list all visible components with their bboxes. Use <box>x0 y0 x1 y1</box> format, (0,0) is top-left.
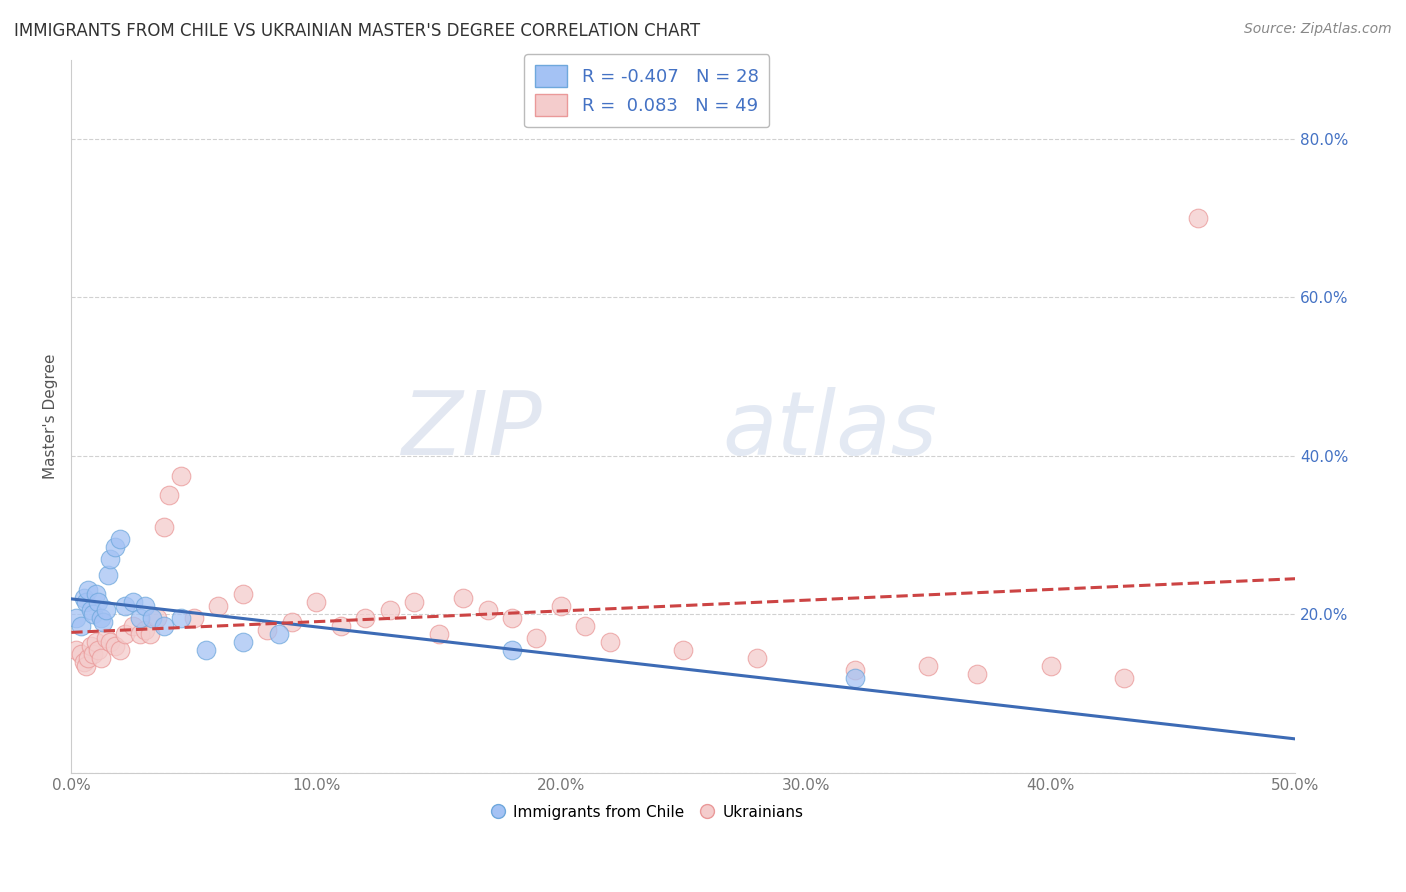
Point <box>378 603 401 617</box>
Point <box>128 611 150 625</box>
Text: IMMIGRANTS FROM CHILE VS UKRAINIAN MASTER'S DEGREE CORRELATION CHART: IMMIGRANTS FROM CHILE VS UKRAINIAN MASTE… <box>14 22 700 40</box>
Point <box>90 611 112 625</box>
Point <box>170 611 193 625</box>
Point <box>114 599 136 614</box>
Text: atlas: atlas <box>723 387 938 474</box>
Point <box>138 627 160 641</box>
Point <box>183 611 205 625</box>
Point <box>94 631 117 645</box>
Point <box>82 647 104 661</box>
Point <box>599 635 621 649</box>
Point <box>745 650 768 665</box>
Point <box>72 591 94 606</box>
Point <box>77 583 100 598</box>
Point <box>477 603 499 617</box>
Point <box>153 520 176 534</box>
Point <box>280 615 302 630</box>
Point <box>100 635 122 649</box>
Point <box>114 627 136 641</box>
Point <box>65 643 87 657</box>
Point <box>194 643 217 657</box>
Point <box>134 599 156 614</box>
Point <box>110 643 132 657</box>
Point <box>91 615 114 630</box>
Point <box>844 671 866 685</box>
Point <box>451 591 474 606</box>
Y-axis label: Master's Degree: Master's Degree <box>44 353 58 479</box>
Point <box>104 639 127 653</box>
Point <box>966 666 988 681</box>
Point <box>84 587 107 601</box>
Point <box>110 532 132 546</box>
Point <box>87 643 110 657</box>
Point <box>305 595 328 609</box>
Point <box>170 468 193 483</box>
Point <box>574 619 596 633</box>
Point <box>550 599 572 614</box>
Point <box>404 595 426 609</box>
Point <box>90 650 112 665</box>
Point <box>427 627 450 641</box>
Point <box>157 488 180 502</box>
Point <box>672 643 695 657</box>
Text: ZIP: ZIP <box>402 387 543 474</box>
Point <box>121 595 143 609</box>
Point <box>75 658 97 673</box>
Point <box>844 663 866 677</box>
Legend: Immigrants from Chile, Ukrainians: Immigrants from Chile, Ukrainians <box>484 798 810 826</box>
Point <box>526 631 548 645</box>
Point <box>121 619 143 633</box>
Point <box>72 655 94 669</box>
Point <box>329 619 352 633</box>
Point <box>75 595 97 609</box>
Point <box>128 627 150 641</box>
Point <box>104 540 127 554</box>
Point <box>146 611 169 625</box>
Point <box>1039 658 1062 673</box>
Point <box>80 603 103 617</box>
Point <box>232 635 254 649</box>
Point <box>917 658 939 673</box>
Point <box>501 643 523 657</box>
Point <box>207 599 229 614</box>
Point <box>501 611 523 625</box>
Point <box>354 611 377 625</box>
Point <box>256 623 278 637</box>
Point <box>100 551 122 566</box>
Text: Source: ZipAtlas.com: Source: ZipAtlas.com <box>1244 22 1392 37</box>
Point <box>1187 211 1209 225</box>
Point <box>82 607 104 622</box>
Point <box>1112 671 1135 685</box>
Point <box>80 639 103 653</box>
Point <box>97 567 120 582</box>
Point <box>94 603 117 617</box>
Point <box>269 627 291 641</box>
Point <box>87 595 110 609</box>
Point <box>134 623 156 637</box>
Point <box>65 611 87 625</box>
Point <box>84 635 107 649</box>
Point <box>70 647 93 661</box>
Point <box>232 587 254 601</box>
Point <box>77 650 100 665</box>
Point <box>70 619 93 633</box>
Point <box>141 611 163 625</box>
Point <box>153 619 176 633</box>
